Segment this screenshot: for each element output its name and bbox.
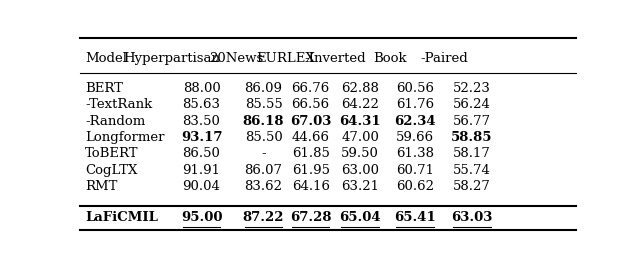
Text: -Random: -Random: [85, 115, 145, 128]
Text: 63.03: 63.03: [451, 211, 493, 224]
Text: Model: Model: [85, 52, 127, 65]
Text: 58.17: 58.17: [453, 147, 491, 160]
Text: 66.76: 66.76: [291, 82, 330, 95]
Text: 83.62: 83.62: [244, 180, 282, 193]
Text: 59.66: 59.66: [396, 131, 434, 144]
Text: 64.31: 64.31: [339, 115, 381, 128]
Text: 64.22: 64.22: [341, 98, 379, 111]
Text: 85.55: 85.55: [244, 98, 282, 111]
Text: 63.00: 63.00: [341, 164, 380, 177]
Text: 88.00: 88.00: [182, 82, 220, 95]
Text: 56.77: 56.77: [452, 115, 491, 128]
Text: 61.38: 61.38: [396, 147, 434, 160]
Text: 93.17: 93.17: [180, 131, 222, 144]
Text: CogLTX: CogLTX: [85, 164, 138, 177]
Text: LaFiCMIL: LaFiCMIL: [85, 211, 158, 224]
Text: -TextRank: -TextRank: [85, 98, 152, 111]
Text: 90.04: 90.04: [182, 180, 220, 193]
Text: -Paired: -Paired: [420, 52, 468, 65]
Text: -Inverted: -Inverted: [305, 52, 366, 65]
Text: 83.50: 83.50: [182, 115, 220, 128]
Text: 56.24: 56.24: [453, 98, 491, 111]
Text: 44.66: 44.66: [292, 131, 330, 144]
Text: 55.74: 55.74: [453, 164, 491, 177]
Text: -: -: [261, 147, 266, 160]
Text: 60.62: 60.62: [396, 180, 434, 193]
Text: 61.76: 61.76: [396, 98, 434, 111]
Text: 66.56: 66.56: [292, 98, 330, 111]
Text: 62.88: 62.88: [341, 82, 379, 95]
Text: Longformer: Longformer: [85, 131, 164, 144]
Text: 67.28: 67.28: [290, 211, 332, 224]
Text: EURLEX: EURLEX: [257, 52, 316, 65]
Text: 95.00: 95.00: [180, 211, 222, 224]
Text: 52.23: 52.23: [453, 82, 491, 95]
Text: 85.50: 85.50: [244, 131, 282, 144]
Text: 86.07: 86.07: [244, 164, 282, 177]
Text: 65.04: 65.04: [339, 211, 381, 224]
Text: 86.50: 86.50: [182, 147, 220, 160]
Text: 85.63: 85.63: [182, 98, 221, 111]
Text: 61.85: 61.85: [292, 147, 330, 160]
Text: 61.95: 61.95: [292, 164, 330, 177]
Text: Book: Book: [373, 52, 407, 65]
Text: 67.03: 67.03: [290, 115, 332, 128]
Text: 47.00: 47.00: [341, 131, 379, 144]
Text: 87.22: 87.22: [243, 211, 284, 224]
Text: 58.85: 58.85: [451, 131, 493, 144]
Text: BERT: BERT: [85, 82, 123, 95]
Text: 91.91: 91.91: [182, 164, 221, 177]
Text: 62.34: 62.34: [394, 115, 436, 128]
Text: 86.18: 86.18: [243, 115, 284, 128]
Text: 59.50: 59.50: [341, 147, 379, 160]
Text: 60.56: 60.56: [396, 82, 434, 95]
Text: 64.16: 64.16: [292, 180, 330, 193]
Text: 65.41: 65.41: [394, 211, 436, 224]
Text: Hyperpartisan: Hyperpartisan: [124, 52, 220, 65]
Text: 60.71: 60.71: [396, 164, 434, 177]
Text: 58.27: 58.27: [453, 180, 491, 193]
Text: RMT: RMT: [85, 180, 117, 193]
Text: 20News: 20News: [209, 52, 264, 65]
Text: ToBERT: ToBERT: [85, 147, 138, 160]
Text: 86.09: 86.09: [244, 82, 282, 95]
Text: 63.21: 63.21: [341, 180, 380, 193]
